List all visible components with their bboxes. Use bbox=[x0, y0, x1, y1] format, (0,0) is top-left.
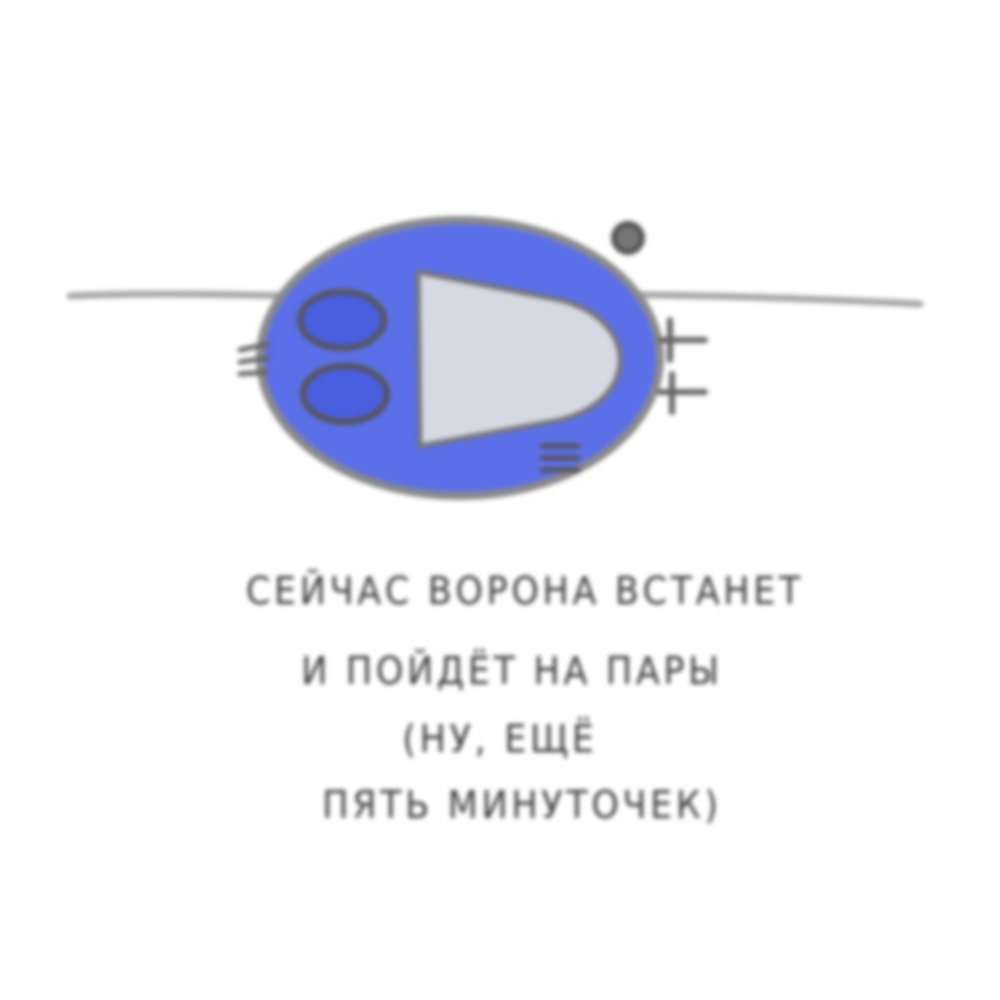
crow-wing-icon bbox=[539, 443, 581, 473]
crow-lying-on-wire-illustration bbox=[66, 216, 924, 500]
caption-line-2: И ПОЙДЁТ НА ПАРЫ bbox=[301, 649, 723, 693]
crow-eye-top bbox=[297, 289, 387, 351]
crow-feet-side-icon bbox=[657, 317, 708, 415]
crow-eye-bottom bbox=[300, 363, 390, 425]
caption-line-3: (НУ, ЕЩЁ bbox=[402, 717, 598, 761]
caption-line-4: ПЯТЬ МИНУТОЧЕК) bbox=[322, 783, 722, 827]
caption-line-1: СЕЙЧАС ВОРОНА ВСТАНЕТ bbox=[245, 569, 805, 613]
crow-beak bbox=[415, 269, 623, 449]
crow-tail-icon bbox=[237, 341, 271, 377]
handwritten-caption: СЕЙЧАС ВОРОНА ВСТАНЕТ И ПОЙДЁТ НА ПАРЫ (… bbox=[0, 555, 1000, 855]
